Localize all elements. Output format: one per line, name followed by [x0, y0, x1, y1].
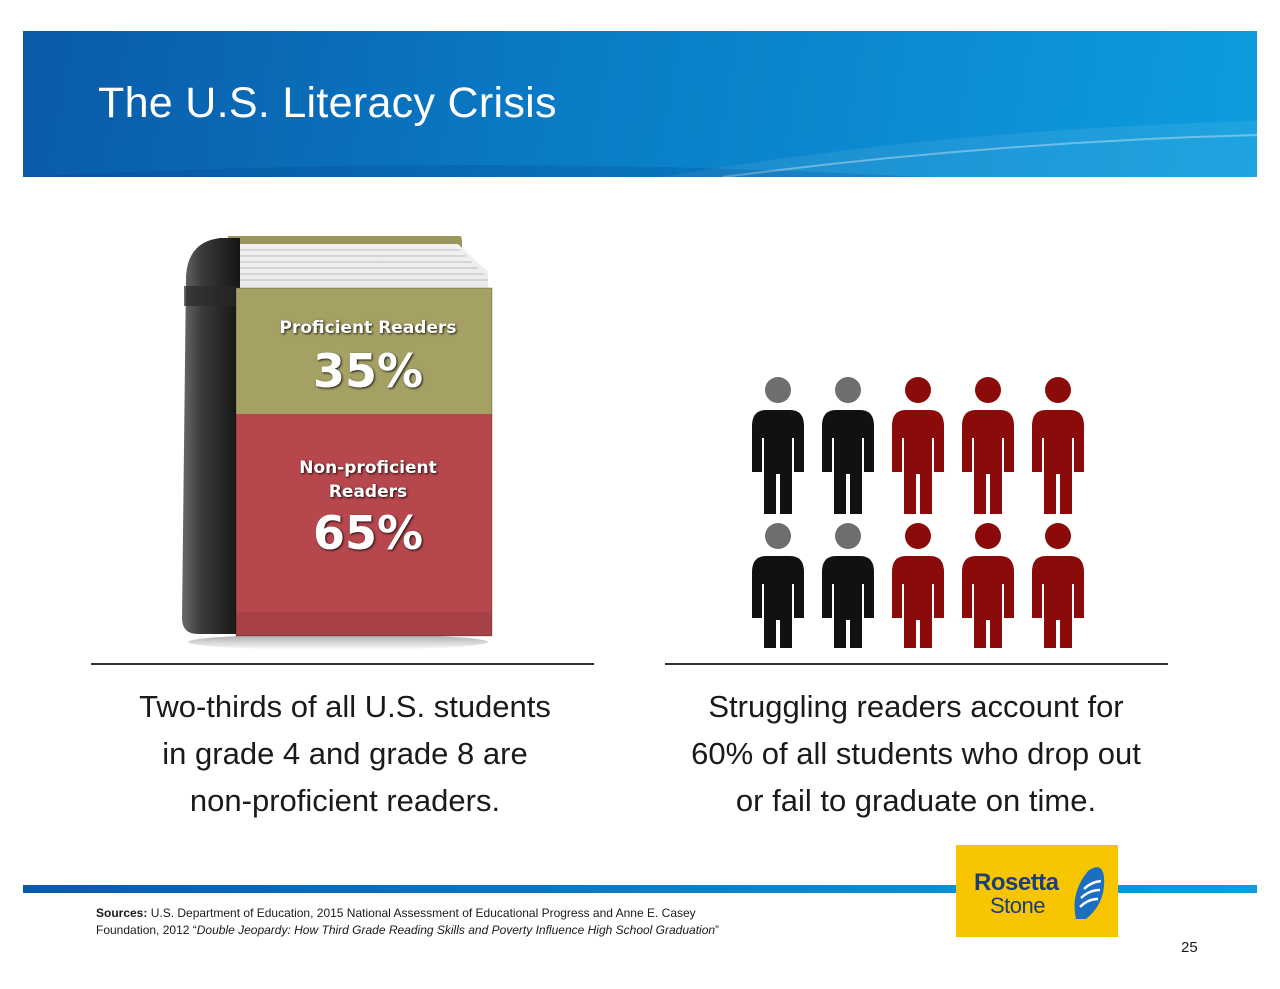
sources-label: Sources: — [96, 906, 148, 920]
caption-left-line: Two-thirds of all U.S. students — [139, 689, 551, 724]
caption-left-line: in grade 4 and grade 8 are — [162, 736, 528, 771]
book-graphic — [182, 236, 493, 650]
sources-report-title: Double Jeopardy: How Third Grade Reading… — [196, 923, 716, 937]
proficient-percent: 35% — [312, 344, 424, 398]
logo-word-stone: Stone — [990, 893, 1046, 918]
sources-text-3: ” — [715, 923, 720, 937]
caption-right: Struggling readers account for 60% of al… — [652, 683, 1180, 824]
sources-text-2: Foundation, 2012 “ — [96, 923, 197, 937]
person-icon — [752, 523, 804, 648]
divider-left — [91, 663, 594, 665]
caption-left-line: non-proficient readers. — [189, 783, 501, 818]
sources-note: Sources: U.S. Department of Education, 2… — [96, 905, 996, 939]
proficient-section — [236, 288, 492, 414]
sources-text-1: U.S. Department of Education, 2015 Natio… — [147, 906, 696, 920]
nonproficient-label-line1: Non-proficient — [299, 458, 437, 478]
person-icon — [1032, 523, 1084, 648]
logo-word-rosetta: Rosetta — [974, 869, 1059, 896]
proficient-label: Proficient Readers — [279, 318, 457, 338]
person-icon — [892, 377, 944, 514]
people-pictogram — [752, 377, 1084, 648]
person-icon — [962, 377, 1014, 514]
person-icon — [822, 377, 874, 514]
logo-stone-icon — [1074, 867, 1105, 919]
caption-left: Two-thirds of all U.S. students in grade… — [80, 683, 610, 824]
nonproficient-label: Non-proficient Readers — [258, 456, 478, 504]
footer-bar — [23, 885, 1257, 893]
person-icon — [892, 523, 944, 648]
person-icon — [822, 523, 874, 648]
caption-right-line: or fail to graduate on time. — [735, 783, 1097, 818]
nonproficient-label-line2: Readers — [328, 482, 408, 502]
book-illustration: Proficient Readers 35% Non-proficient Re… — [178, 232, 498, 652]
person-icon — [752, 377, 804, 514]
rosetta-stone-logo: Rosetta Stone — [956, 845, 1118, 937]
divider-right — [665, 663, 1168, 665]
person-icon — [962, 523, 1014, 648]
caption-right-line: 60% of all students who drop out — [691, 736, 1141, 771]
nonproficient-section — [236, 414, 492, 636]
page-title: The U.S. Literacy Crisis — [98, 79, 557, 127]
person-icon — [1032, 377, 1084, 514]
page-number: 25 — [1181, 939, 1198, 956]
caption-right-line: Struggling readers account for — [708, 689, 1124, 724]
title-banner: The U.S. Literacy Crisis — [23, 31, 1257, 177]
banner-swoosh — [23, 121, 1257, 177]
nonproficient-percent: 65% — [312, 506, 424, 560]
